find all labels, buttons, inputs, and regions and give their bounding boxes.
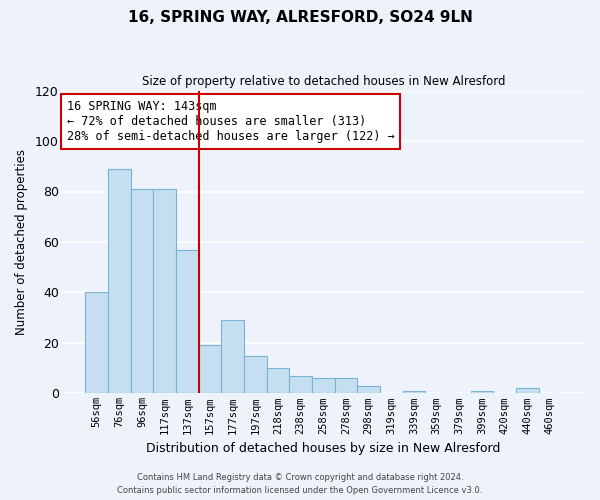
Bar — [470, 391, 493, 394]
Text: 16 SPRING WAY: 143sqm
← 72% of detached houses are smaller (313)
28% of semi-det: 16 SPRING WAY: 143sqm ← 72% of detached … — [67, 100, 395, 142]
Bar — [85, 292, 108, 394]
Bar — [199, 346, 221, 394]
Text: 16, SPRING WAY, ALRESFORD, SO24 9LN: 16, SPRING WAY, ALRESFORD, SO24 9LN — [128, 10, 472, 25]
Text: Contains HM Land Registry data © Crown copyright and database right 2024.
Contai: Contains HM Land Registry data © Crown c… — [118, 474, 482, 495]
Bar — [335, 378, 357, 394]
Y-axis label: Number of detached properties: Number of detached properties — [15, 149, 28, 335]
Title: Size of property relative to detached houses in New Alresford: Size of property relative to detached ho… — [142, 75, 505, 88]
Bar — [357, 386, 380, 394]
Bar — [154, 189, 176, 394]
Bar — [176, 250, 199, 394]
Bar — [289, 376, 312, 394]
Bar — [221, 320, 244, 394]
X-axis label: Distribution of detached houses by size in New Alresford: Distribution of detached houses by size … — [146, 442, 500, 455]
Bar — [108, 169, 131, 394]
Bar — [403, 391, 425, 394]
Bar — [244, 356, 266, 394]
Bar — [131, 189, 154, 394]
Bar — [312, 378, 335, 394]
Bar — [266, 368, 289, 394]
Bar — [516, 388, 539, 394]
